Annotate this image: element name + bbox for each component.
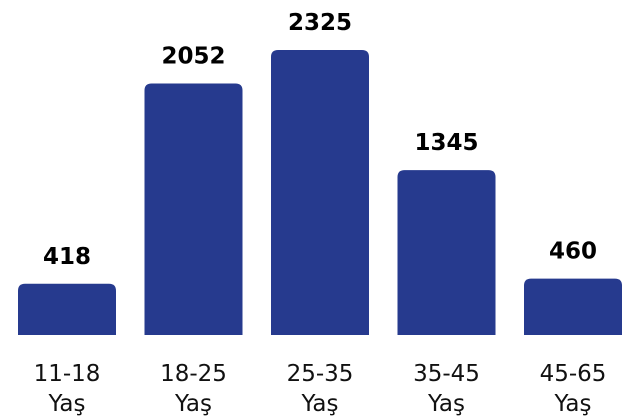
category-label-4-line-1: Yaş bbox=[554, 391, 592, 417]
bar-1 bbox=[144, 83, 243, 336]
value-labels-group: 418 2052 2325 1345 460 bbox=[43, 10, 597, 270]
data-label-3: 1345 bbox=[414, 130, 478, 156]
bar-3 bbox=[397, 170, 496, 335]
category-label-1-line-0: 18-25 bbox=[160, 361, 227, 387]
category-label-0-line-1: Yaş bbox=[48, 391, 86, 417]
bar-2 bbox=[271, 50, 369, 335]
category-label-4-line-0: 45-65 bbox=[540, 361, 607, 387]
category-label-1-line-1: Yaş bbox=[174, 391, 212, 417]
data-label-0: 418 bbox=[43, 244, 91, 270]
category-label-3-line-1: Yaş bbox=[427, 391, 465, 417]
data-label-4: 460 bbox=[549, 239, 597, 265]
data-label-2: 2325 bbox=[288, 10, 352, 36]
bars-group bbox=[18, 50, 622, 336]
category-label-2-line-1: Yaş bbox=[301, 391, 339, 417]
data-label-1: 2052 bbox=[161, 43, 225, 69]
category-label-3-line-0: 35-45 bbox=[413, 361, 480, 387]
bar-0 bbox=[18, 283, 116, 335]
category-labels-group: 11-18 Yaş 18-25 Yaş 25-35 Yaş 35-45 Yaş 45-65 Yaş bbox=[34, 361, 607, 417]
category-label-2-line-0: 25-35 bbox=[287, 361, 354, 387]
category-label-0-line-0: 11-18 bbox=[34, 361, 101, 387]
bar-4 bbox=[524, 278, 622, 335]
